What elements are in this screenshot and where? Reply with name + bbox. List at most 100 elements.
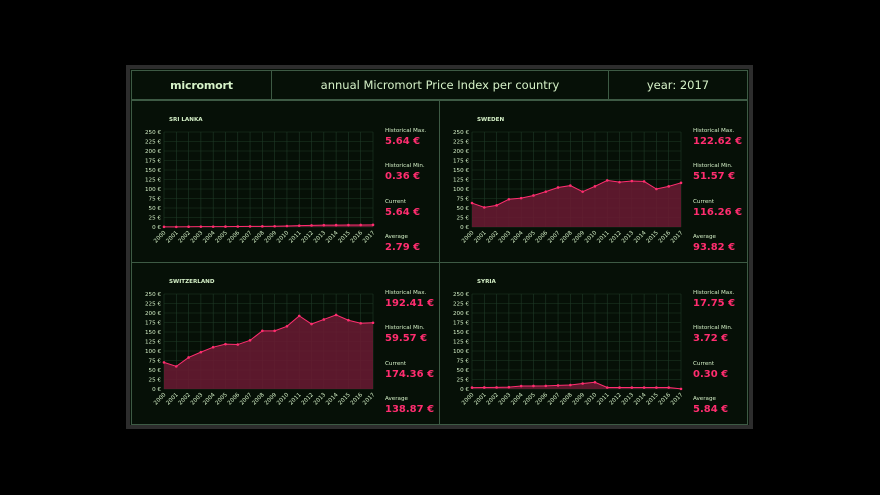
data-point [655, 386, 658, 389]
chart-svg-sweden: SWEDEN 250 € 225 € 200 € 175 € 150 € 125 € 100 … [453, 117, 742, 253]
stat-value-max: 192.41 € [385, 298, 434, 309]
x-tick-label: 2002 [178, 392, 192, 406]
data-point [605, 386, 609, 389]
stat-value-min: 0.36 € [385, 171, 420, 182]
stat-value-max: 122.62 € [693, 136, 742, 147]
x-tick-label: 2010 [584, 392, 599, 407]
data-point [334, 313, 338, 317]
y-tick-label: 250 € [453, 130, 469, 136]
y-tick-label: 125 € [145, 340, 161, 346]
x-tick-label: 2008 [559, 392, 574, 407]
y-tick-label: 200 € [145, 311, 161, 317]
x-tick-label: 2011 [596, 392, 611, 407]
y-tick-label: 100 € [453, 349, 469, 355]
x-tick-label: 2017 [670, 230, 685, 245]
data-point [544, 190, 548, 193]
x-tick-label: 2004 [202, 392, 217, 407]
stat-label-max: Historical Max. [693, 290, 735, 296]
data-point [187, 225, 190, 228]
y-tick-label: 125 € [453, 340, 469, 346]
chart-svg-sri-lanka: SRI LANKA 250 € 225 € 200 € 175 € 150 € 125 € 1… [145, 117, 427, 253]
series-area [472, 180, 681, 227]
x-tick-label: 2012 [301, 230, 315, 244]
data-point [297, 224, 301, 227]
y-tick-label: 200 € [145, 149, 161, 155]
data-point [174, 365, 178, 368]
data-point [211, 225, 215, 228]
x-tick-label: 2014 [633, 392, 648, 407]
chart-grid [471, 293, 682, 390]
x-tick-label: 2010 [276, 230, 291, 245]
x-tick-label: 2001 [473, 392, 488, 407]
y-tick-label: 150 € [145, 330, 161, 336]
x-tick-label: 2005 [523, 230, 538, 245]
stat-value-average: 2.79 € [385, 242, 420, 253]
y-tick-label: 175 € [453, 321, 469, 327]
y-tick-label: 100 € [145, 187, 161, 193]
x-tick-label: 2000 [461, 230, 476, 245]
data-point [482, 206, 486, 209]
x-tick-label: 2006 [227, 392, 242, 407]
stat-value-current: 174.36 € [385, 369, 434, 380]
x-tick-label: 2003 [190, 392, 205, 407]
data-point [322, 223, 326, 227]
x-tick-label: 2005 [215, 230, 230, 245]
data-point [544, 384, 548, 388]
x-tick-label: 2003 [190, 230, 205, 245]
y-tick-label: 75 € [149, 359, 162, 365]
data-point [347, 223, 350, 227]
x-tick-label: 2001 [165, 392, 180, 407]
data-point [642, 180, 646, 183]
stat-value-average: 5.84 € [693, 404, 728, 415]
x-tick-label: 2009 [264, 230, 279, 245]
stat-label-min: Historical Min. [693, 163, 733, 169]
stat-label-max: Historical Max. [693, 128, 735, 134]
data-point [174, 225, 178, 229]
x-tick-label: 2003 [498, 230, 513, 245]
data-point [581, 190, 584, 193]
series-line [471, 179, 682, 208]
data-point [532, 384, 535, 388]
page-title: annual Micromort Price Index per country [271, 70, 609, 100]
x-tick-label: 2013 [621, 392, 636, 407]
x-tick-label: 2017 [670, 392, 685, 407]
x-tick-label: 2006 [535, 392, 550, 407]
y-tick-label: 0 € [460, 225, 469, 231]
y-tick-label: 25 € [457, 378, 470, 384]
x-tick-label: 2011 [288, 230, 303, 245]
series-line [163, 314, 374, 367]
x-tick-label: 2013 [621, 230, 636, 245]
data-point [273, 224, 276, 228]
stat-label-current: Current [693, 199, 715, 205]
x-tick-label: 2001 [165, 230, 180, 245]
brand-logo: micromort [131, 70, 272, 100]
x-tick-label: 2005 [523, 392, 538, 407]
y-tick-label: 50 € [149, 368, 162, 374]
data-point [310, 224, 313, 227]
x-tick-label: 2007 [547, 392, 562, 407]
data-point [162, 225, 166, 229]
data-point [359, 223, 363, 227]
data-point [261, 225, 264, 228]
x-tick-label: 2015 [646, 392, 661, 407]
y-tick-label: 0 € [152, 225, 161, 231]
stat-value-current: 5.64 € [385, 207, 420, 218]
stat-label-average: Average [385, 396, 409, 402]
data-point [569, 383, 572, 387]
x-tick-label: 2013 [313, 392, 328, 407]
x-tick-label: 2000 [153, 392, 168, 407]
series-line [471, 381, 682, 390]
data-point [679, 387, 683, 391]
x-tick-label: 2006 [535, 230, 550, 245]
x-tick-label: 2003 [498, 392, 513, 407]
data-point [371, 321, 375, 325]
data-point [630, 386, 634, 389]
chart-panel-syria: SYRIA 250 € 225 € 200 € 175 € 150 € 125 € 100 €… [439, 262, 748, 425]
stat-label-min: Historical Min. [693, 325, 733, 331]
stat-value-current: 0.30 € [693, 369, 728, 380]
data-point [224, 225, 227, 228]
y-tick-label: 25 € [457, 216, 470, 222]
stat-value-min: 3.72 € [693, 333, 728, 344]
data-point [199, 350, 203, 354]
data-point [581, 382, 584, 385]
